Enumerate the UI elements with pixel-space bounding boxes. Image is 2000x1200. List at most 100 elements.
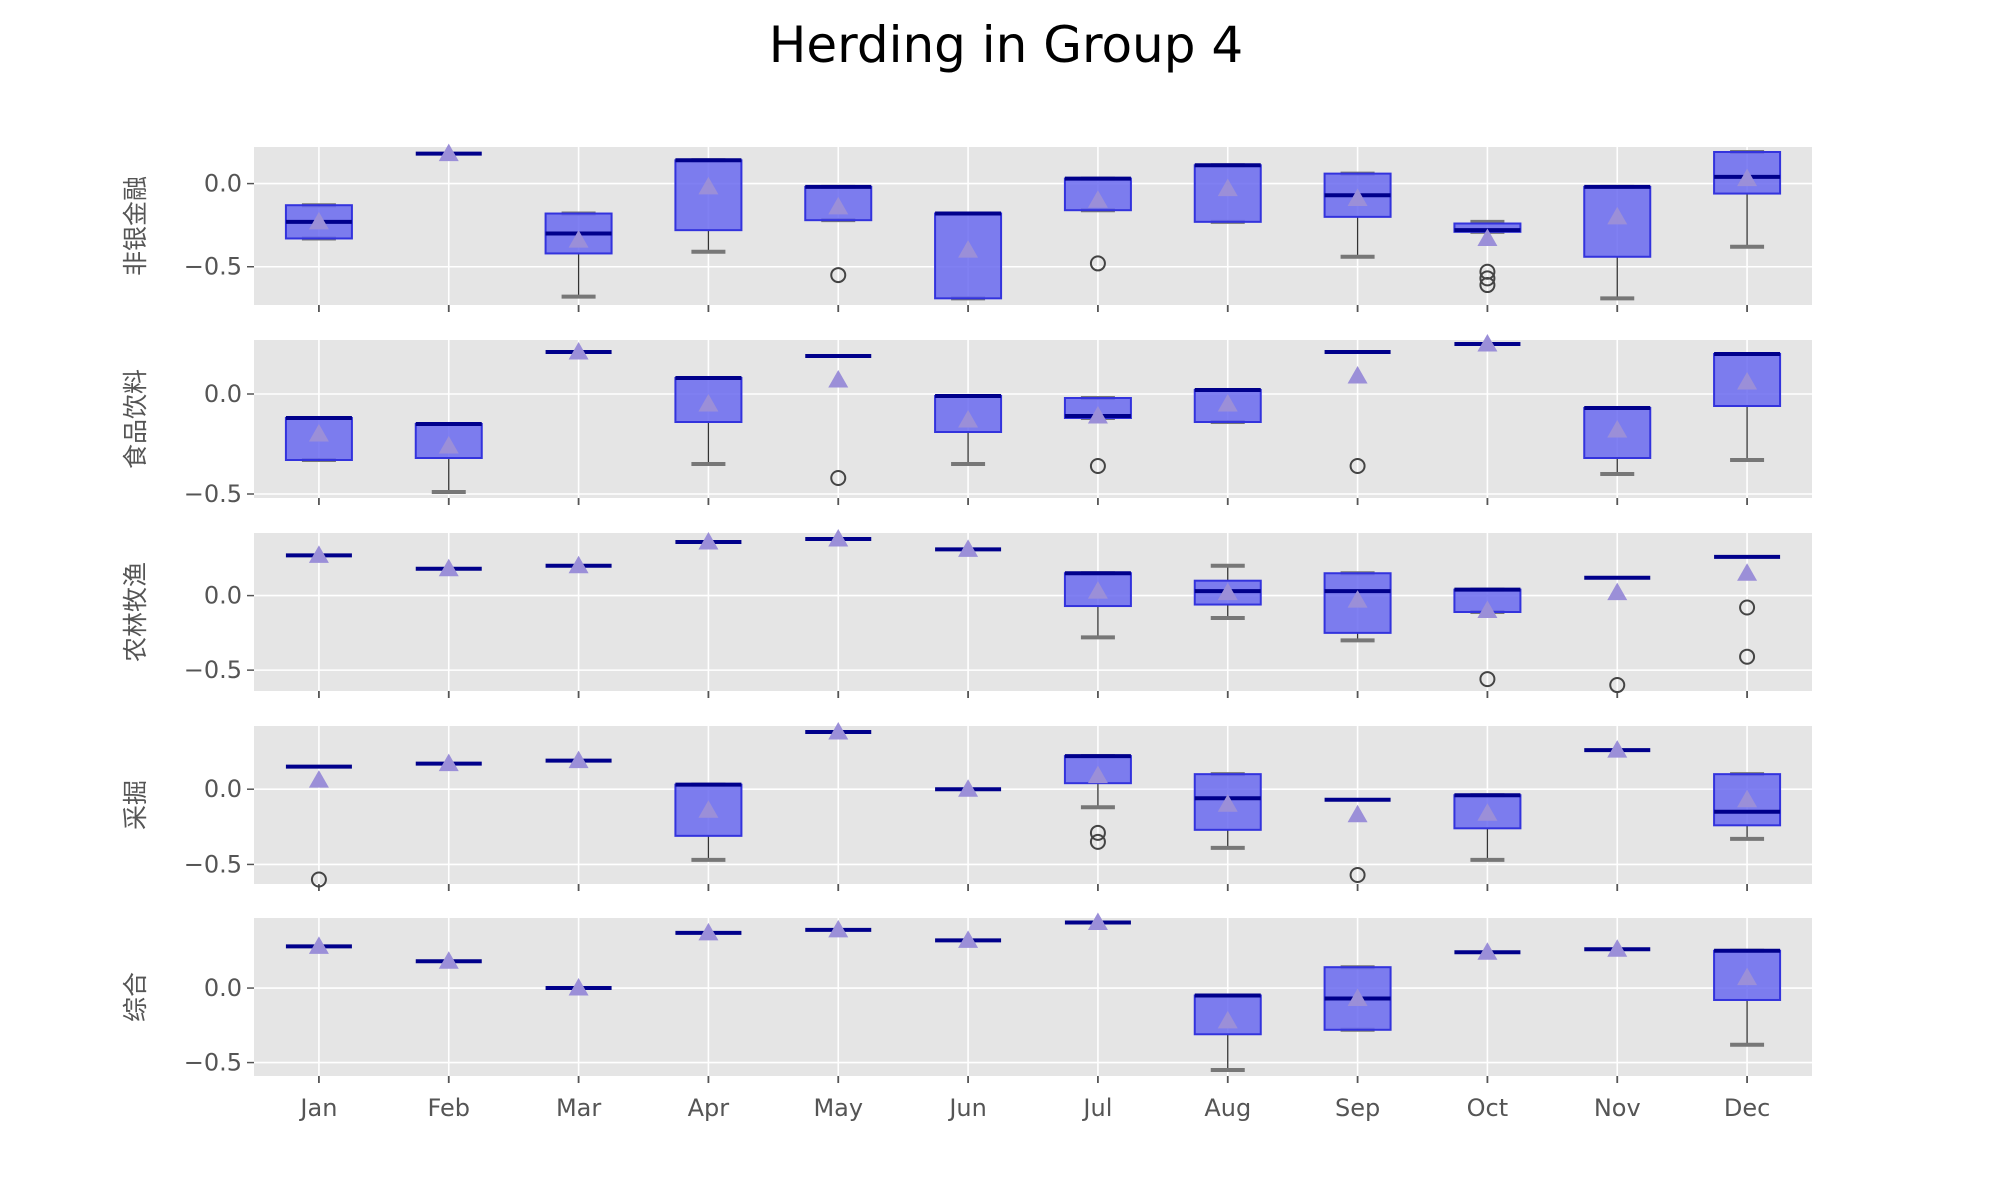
outlier-point — [1739, 599, 1756, 616]
mean-marker — [438, 753, 459, 772]
x-tick-label: Nov — [1594, 1094, 1641, 1122]
mean-marker — [308, 545, 329, 563]
box-nov — [1584, 939, 1651, 957]
outlier-point — [830, 267, 847, 284]
mean-marker — [958, 779, 979, 797]
box-jan — [285, 764, 352, 888]
outlier-point — [830, 470, 847, 486]
mean-marker — [828, 722, 849, 740]
x-tick-label: Sep — [1335, 1094, 1380, 1122]
y-axis-label: 非银金融 — [121, 176, 150, 276]
mean-marker — [1217, 394, 1238, 412]
box-jun — [935, 539, 1002, 557]
outlier-point — [1089, 824, 1106, 841]
mean-marker — [958, 539, 979, 557]
mean-marker — [698, 394, 719, 412]
box-feb — [415, 143, 482, 162]
mean-marker — [1607, 206, 1628, 225]
panels-group: 0.0 −0.5 非银金融 0.0 −0.5 食品饮料 0.0 −0.5 农林牧渔 0.0 −0.5… — [121, 143, 1812, 1122]
box-dec — [1713, 352, 1782, 462]
x-tick-label: Jun — [947, 1094, 987, 1122]
mean-marker — [308, 424, 329, 442]
mean-marker — [438, 143, 459, 162]
box-apr — [674, 782, 743, 862]
y-tick-label: −0.5 — [184, 1049, 242, 1077]
box-jun — [935, 779, 1002, 797]
y-axis-label: 综合 — [121, 972, 150, 1022]
mean-marker — [1217, 178, 1238, 197]
outlier-point — [1089, 833, 1106, 850]
mean-marker — [1737, 789, 1758, 808]
mean-marker — [1607, 939, 1628, 957]
y-axis-label: 农林牧渔 — [121, 562, 150, 662]
box-feb — [415, 558, 482, 577]
mean-marker — [828, 196, 849, 215]
box-jan — [285, 545, 352, 563]
box-apr — [675, 531, 742, 550]
outlier-point — [1609, 677, 1626, 694]
box-mar — [545, 342, 612, 360]
box-oct — [1453, 793, 1522, 862]
mean-marker — [1607, 740, 1628, 758]
y-tick-label: 0.0 — [204, 974, 242, 1002]
mean-marker — [1087, 765, 1108, 784]
y-tick-label: 0.0 — [204, 380, 242, 408]
panel-background — [254, 340, 1812, 498]
mean-marker — [1217, 794, 1238, 812]
mean-marker — [1087, 406, 1108, 424]
mean-marker — [1217, 1010, 1238, 1029]
mean-marker — [958, 410, 979, 428]
mean-marker — [568, 230, 589, 248]
mean-marker — [1477, 803, 1498, 821]
box-jul — [1064, 912, 1131, 930]
mean-marker — [958, 240, 979, 258]
x-tick-label: Aug — [1204, 1094, 1251, 1122]
box-may — [805, 354, 872, 486]
box-may — [805, 722, 872, 740]
mean-marker — [1737, 967, 1758, 986]
box-dec — [1713, 948, 1782, 1047]
y-axis-label: 采掘 — [121, 780, 150, 830]
y-tick-label: 0.0 — [204, 775, 242, 803]
mean-marker — [1477, 600, 1498, 619]
mean-marker — [1347, 366, 1368, 384]
mean-marker — [698, 800, 719, 818]
box-mar — [545, 750, 612, 769]
box-sep — [1324, 350, 1391, 474]
mean-marker — [1737, 563, 1758, 581]
mean-marker — [1087, 190, 1108, 208]
box-body — [674, 159, 743, 232]
chart-title: Herding in Group 4 — [769, 16, 1243, 74]
box-feb — [415, 951, 482, 969]
mean-marker — [1347, 988, 1368, 1006]
outlier-point — [1739, 648, 1756, 665]
box-nov — [1583, 184, 1652, 301]
box-jul — [1063, 396, 1132, 474]
box-aug — [1193, 993, 1262, 1073]
mean-marker — [1607, 582, 1628, 601]
box-nov — [1584, 575, 1651, 694]
box-aug — [1193, 563, 1262, 620]
mean-marker — [438, 951, 459, 969]
box-jan — [285, 936, 352, 954]
mean-marker — [568, 750, 589, 769]
mean-marker — [438, 436, 459, 454]
y-tick-label: −0.5 — [184, 480, 242, 508]
panel-background — [254, 918, 1812, 1076]
box-jan — [284, 203, 353, 241]
box-sep — [1324, 797, 1391, 883]
box-apr — [674, 376, 743, 466]
box-mar — [545, 555, 612, 574]
box-oct — [1453, 587, 1522, 688]
box-jul — [1063, 571, 1132, 640]
box-may — [804, 184, 873, 284]
outlier-point — [1089, 255, 1106, 272]
outlier-point — [310, 871, 327, 888]
box-oct — [1454, 334, 1521, 352]
box-feb — [415, 753, 482, 772]
mean-marker — [308, 211, 329, 230]
mean-marker — [1217, 582, 1238, 601]
mean-marker — [1347, 804, 1368, 823]
box-dec — [1713, 149, 1782, 249]
